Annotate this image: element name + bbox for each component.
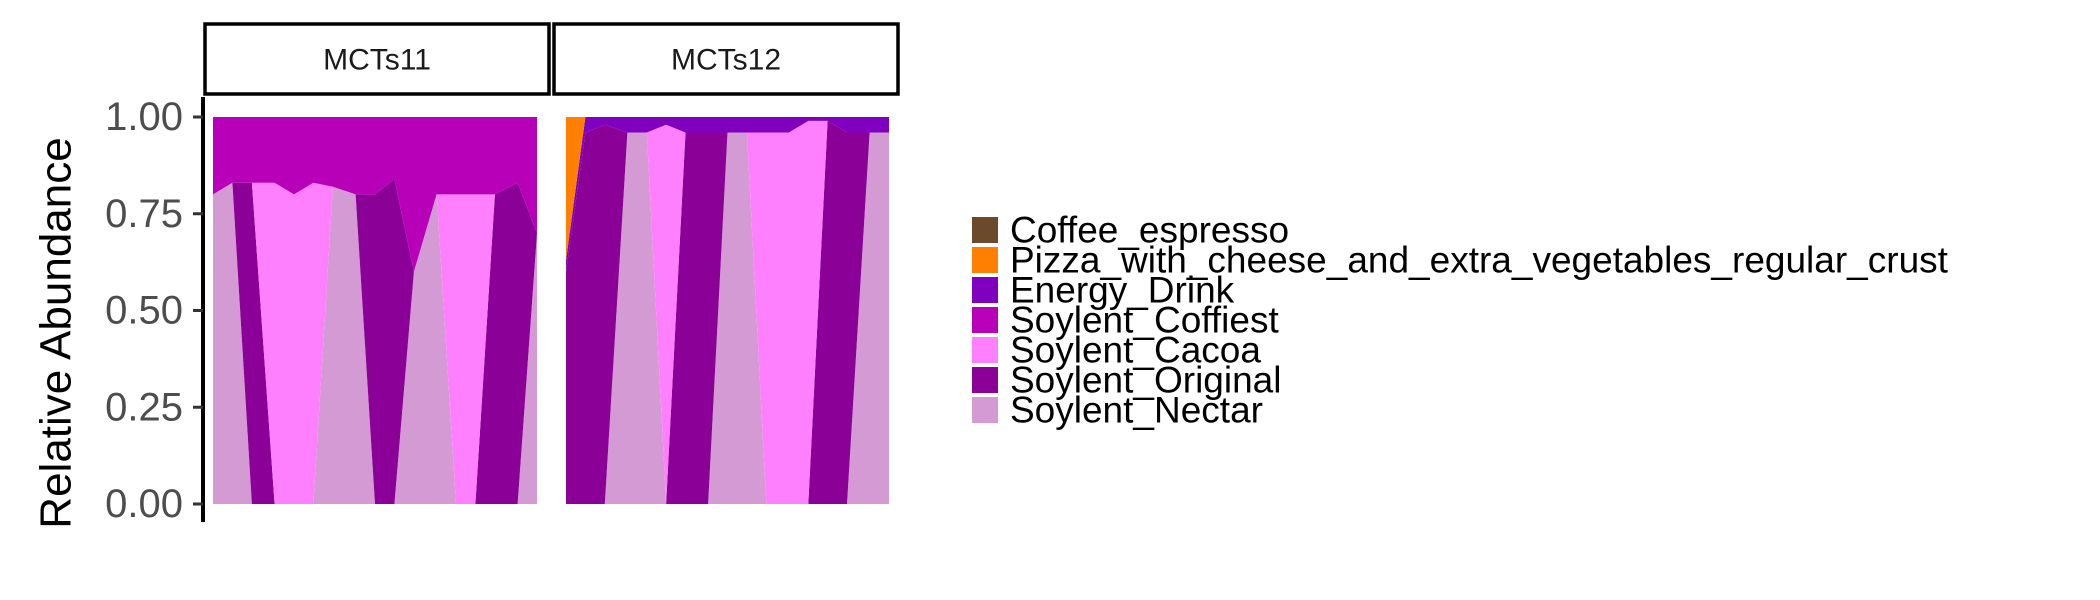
area-Soylent_Original bbox=[213, 178, 537, 504]
legend-item-Soylent_Original: Soylent_Original bbox=[972, 360, 1281, 401]
y-tick-label: 0.25 bbox=[105, 385, 183, 429]
area-Soylent_Cacoa bbox=[213, 178, 537, 504]
facet-label: MCTs11 bbox=[323, 44, 431, 77]
facet-strips: MCTs11 MCTs12 bbox=[203, 22, 900, 96]
legend-item-Pizza_with_cheese_and_extra_vegetables_regular_crust: Pizza_with_cheese_and_extra_vegetables_r… bbox=[972, 240, 1949, 281]
legend-key bbox=[972, 307, 998, 333]
area-Soylent_Nectar bbox=[566, 132, 889, 504]
legend-item-Soylent_Cacoa: Soylent_Cacoa bbox=[972, 330, 1261, 371]
facet-strip-MCTs12: MCTs12 bbox=[552, 22, 900, 96]
facet-panels bbox=[213, 117, 889, 505]
legend-label: Energy_Drink bbox=[1010, 270, 1235, 311]
y-tick-label: 0.75 bbox=[105, 192, 183, 236]
legend-item-Soylent_Nectar: Soylent_Nectar bbox=[972, 390, 1263, 431]
legend-label: Soylent_Coffiest bbox=[1010, 300, 1279, 341]
facet-label: MCTs12 bbox=[671, 44, 781, 77]
area-Soylent_Cacoa bbox=[566, 120, 889, 505]
y-tick-label: 0.50 bbox=[105, 289, 183, 333]
area-Soylent_Original bbox=[566, 120, 889, 505]
legend-item-Coffee_espresso: Coffee_espresso bbox=[972, 210, 1289, 251]
legend-key bbox=[972, 217, 998, 243]
legend-key bbox=[972, 277, 998, 303]
area-Soylent_Coffiest bbox=[213, 117, 537, 272]
area-Soylent_Nectar bbox=[213, 182, 537, 505]
legend-key bbox=[972, 367, 998, 393]
y-axis: 0.00 0.25 0.50 0.75 1.00 bbox=[105, 95, 205, 526]
panel-MCTs11 bbox=[213, 117, 537, 505]
legend-key bbox=[972, 397, 998, 423]
legend-label: Pizza_with_cheese_and_extra_vegetables_r… bbox=[1010, 240, 1949, 281]
panel-MCTs12 bbox=[566, 117, 889, 505]
legend-label: Coffee_espresso bbox=[1010, 210, 1289, 251]
legend-item-Energy_Drink: Energy_Drink bbox=[972, 270, 1235, 311]
y-tick-label: 1.00 bbox=[105, 95, 183, 139]
facet-strip-MCTs11: MCTs11 bbox=[203, 22, 551, 96]
y-tick-label: 0.00 bbox=[105, 482, 183, 526]
area-Energy_Drink bbox=[566, 117, 889, 272]
legend-label: Soylent_Original bbox=[1010, 360, 1281, 401]
y-axis-title: Relative Abundance bbox=[32, 137, 81, 528]
legend: Coffee_espressoPizza_with_cheese_and_ext… bbox=[972, 210, 1949, 431]
legend-label: Soylent_Nectar bbox=[1010, 390, 1263, 431]
legend-label: Soylent_Cacoa bbox=[1010, 330, 1261, 371]
legend-key bbox=[972, 247, 998, 273]
legend-key bbox=[972, 337, 998, 363]
legend-item-Soylent_Coffiest: Soylent_Coffiest bbox=[972, 300, 1279, 341]
